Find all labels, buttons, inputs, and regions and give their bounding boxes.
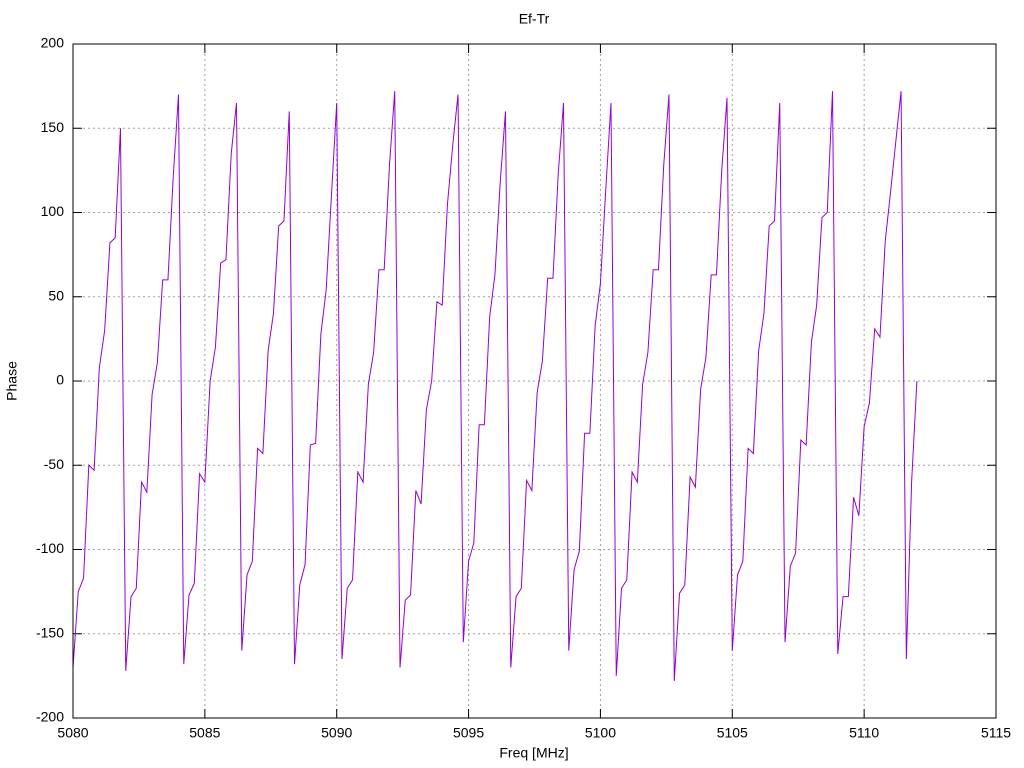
y-tick-label: 0 (56, 372, 64, 388)
x-tick-label: 5110 (849, 725, 879, 741)
y-tick-label: 100 (41, 203, 65, 219)
x-tick-label: 5085 (189, 725, 220, 741)
x-tick-label: 5100 (585, 725, 616, 741)
x-tick-label: 5115 (981, 725, 1011, 741)
y-axis-label: Phase (4, 361, 20, 401)
x-tick-label: 5105 (717, 725, 748, 741)
x-tick-label: 5080 (57, 725, 88, 741)
data-line (72, 91, 918, 681)
y-tick-label: 150 (41, 119, 65, 135)
x-tick-label: 5095 (453, 725, 484, 741)
y-tick-label: 200 (41, 35, 65, 51)
y-tick-label: -50 (44, 456, 64, 472)
x-tick-label: 5090 (321, 725, 352, 741)
plot-border (72, 43, 997, 719)
y-tick-label: -200 (36, 709, 64, 725)
grid (72, 43, 997, 719)
y-tick-label: 50 (48, 287, 64, 303)
chart-title: Ef-Tr (519, 11, 550, 27)
plot (72, 91, 918, 681)
y-tick-label: -100 (36, 540, 64, 556)
x-axis-label: Freq [MHz] (499, 745, 568, 761)
y-tick-label: -150 (36, 624, 64, 640)
